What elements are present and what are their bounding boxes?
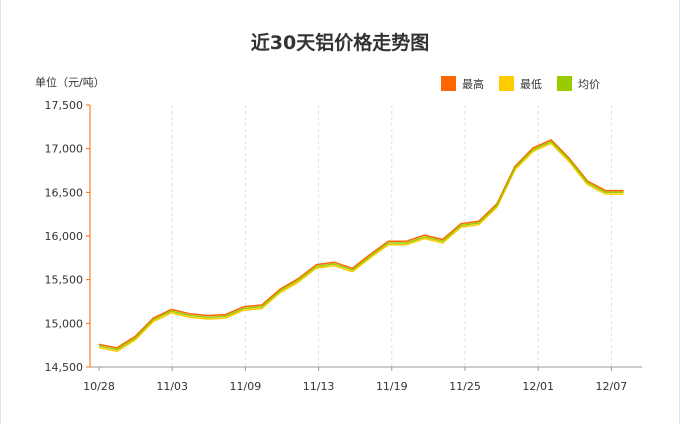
- series-lines: [98, 139, 624, 353]
- x-tick-label: 11/03: [156, 380, 188, 393]
- x-axis-ticks: 10/28 11/03 11/09 11/13 11/19 11/25 12/01 12/07: [83, 367, 627, 393]
- y-tick-label: 14,500: [45, 361, 84, 374]
- y-tick-label: 15,500: [45, 274, 84, 287]
- legend: 最高 最低 均价: [441, 76, 600, 91]
- legend-label: 均价: [578, 78, 600, 91]
- y-tick-label: 17,000: [45, 143, 84, 156]
- y-tick-label: 15,000: [45, 317, 84, 330]
- y-axis-ticks: 14,500 15,000 15,500 16,000 16,500 17,000 17,5…: [45, 99, 90, 374]
- legend-swatch: [441, 76, 456, 91]
- legend-label: 最低: [520, 78, 542, 91]
- x-tick-label: 10/28: [83, 380, 115, 393]
- y-tick-label: 16,000: [45, 230, 84, 243]
- chart-title: 近30天铝价格走势图: [251, 31, 429, 54]
- x-tick-label: 12/01: [522, 380, 554, 393]
- axes: [89, 105, 642, 368]
- x-tick-label: 11/13: [303, 380, 335, 393]
- y-tick-label: 16,500: [45, 186, 84, 199]
- x-tick-label: 11/25: [449, 380, 481, 393]
- x-tick-label: 11/09: [230, 380, 262, 393]
- unit-label: 单位（元/吨）: [35, 75, 105, 89]
- x-tick-label: 11/19: [376, 380, 408, 393]
- series-line-1: [98, 139, 624, 349]
- x-tick-label: 12/07: [596, 380, 628, 393]
- y-tick-label: 17,500: [45, 99, 84, 112]
- legend-swatch: [499, 76, 514, 91]
- legend-label: 最高: [462, 77, 484, 91]
- series-line-3: [98, 140, 624, 351]
- series-line-2: [98, 142, 624, 353]
- legend-swatch: [557, 76, 572, 91]
